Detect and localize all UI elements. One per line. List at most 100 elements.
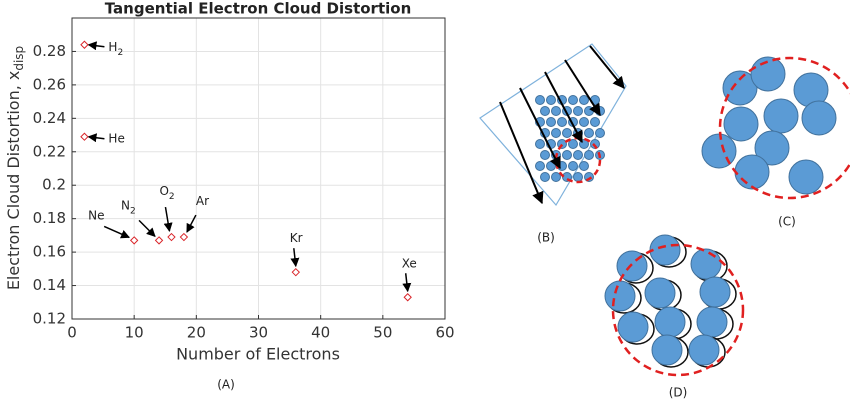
- particle: [546, 161, 556, 171]
- particle: [579, 95, 589, 105]
- particle: [654, 306, 686, 338]
- point-label: O2: [159, 184, 174, 202]
- panel-d-diagram: [604, 234, 745, 377]
- point-label: Ar: [196, 194, 209, 208]
- particle: [546, 95, 556, 105]
- point-label-text: Xe: [402, 256, 417, 270]
- particle: [604, 280, 636, 312]
- point: [179, 232, 189, 242]
- point-label-sub: 2: [117, 47, 123, 57]
- panel-b-diagram: [479, 43, 627, 207]
- panel-label: (B): [537, 231, 555, 245]
- point: [154, 236, 164, 245]
- point-label-text: N: [121, 198, 130, 212]
- point-label-text: Ne: [88, 208, 104, 222]
- chart-title: Tangential Electron Cloud Distortion: [105, 0, 412, 18]
- point: [80, 132, 89, 141]
- x-axis-label: Number of Electrons: [176, 345, 340, 364]
- x-tick-label: 40: [311, 324, 330, 342]
- particle: [535, 95, 545, 105]
- point: [167, 232, 176, 242]
- annotation-arrow: [402, 273, 412, 293]
- point: [291, 267, 301, 277]
- particle: [562, 150, 572, 160]
- y-tick-label: 0.2: [42, 176, 66, 194]
- y-axis-label-text: Electron Cloud Distortion, x: [4, 71, 23, 291]
- annotation-arrow: [103, 225, 130, 239]
- particle: [535, 161, 545, 171]
- point-label: H2: [108, 39, 123, 57]
- particle: [579, 117, 589, 127]
- particle: [699, 276, 731, 308]
- particle: [573, 172, 583, 182]
- point: [129, 236, 139, 245]
- point-label-text: He: [108, 131, 124, 145]
- particle: [540, 150, 550, 160]
- particle: [584, 128, 594, 138]
- boundary: [611, 243, 745, 377]
- x-tick-label: 60: [435, 324, 454, 342]
- x-tick-label: 50: [373, 324, 392, 342]
- annotation-arrow: [163, 206, 173, 232]
- point-label-sub: 2: [130, 206, 136, 216]
- annotation-arrow: [87, 41, 105, 51]
- particle: [540, 172, 550, 182]
- particle: [579, 161, 589, 171]
- y-tick-label: 0.28: [33, 42, 66, 60]
- panel-label: (D): [669, 386, 688, 400]
- y-tick-label: 0.18: [33, 209, 66, 227]
- point-label-text: Ar: [196, 194, 209, 208]
- panel-c-diagram: [701, 56, 850, 200]
- point: [403, 293, 412, 302]
- particle: [535, 139, 545, 149]
- particle: [651, 334, 683, 366]
- particle: [696, 306, 728, 338]
- particle: [546, 117, 556, 127]
- particle: [584, 106, 594, 116]
- annotation-arrow: [290, 248, 300, 268]
- point-label-text: Kr: [290, 231, 303, 245]
- particle: [557, 117, 567, 127]
- y-tick-label: 0.14: [33, 276, 66, 294]
- particle: [688, 334, 720, 366]
- particle: [590, 117, 600, 127]
- particle: [551, 106, 561, 116]
- y-tick-label: 0.26: [33, 75, 66, 93]
- panel-label: (A): [217, 378, 235, 392]
- particle: [584, 150, 594, 160]
- panel-label: (C): [778, 215, 796, 229]
- particle: [590, 139, 600, 149]
- particle: [595, 128, 605, 138]
- point-label: Xe: [402, 256, 417, 270]
- particle: [551, 128, 561, 138]
- point: [80, 40, 89, 49]
- particle: [573, 150, 583, 160]
- particle: [568, 95, 578, 105]
- x-tick-label: 10: [125, 324, 144, 342]
- particle: [649, 234, 681, 266]
- particle: [551, 172, 561, 182]
- annotation-arrow: [138, 219, 156, 238]
- point-label-sub: 2: [169, 192, 175, 202]
- y-tick-label: 0.24: [33, 109, 66, 127]
- point-label: Kr: [290, 231, 303, 245]
- particle: [644, 277, 676, 309]
- plot-frame: [71, 17, 446, 320]
- y-axis-label: Electron Cloud Distortion, xdisp: [4, 46, 26, 290]
- annotation-arrow: [186, 214, 197, 233]
- point-label: Ne: [88, 208, 104, 222]
- particle: [562, 128, 572, 138]
- y-tick-label: 0.12: [33, 310, 66, 328]
- particle: [573, 106, 583, 116]
- x-tick-label: 0: [67, 324, 77, 342]
- particle: [540, 106, 550, 116]
- y-tick-label: 0.22: [33, 142, 66, 160]
- x-tick-label: 30: [249, 324, 268, 342]
- particle: [690, 248, 722, 280]
- particle: [617, 311, 649, 343]
- point-label-text: H: [108, 39, 117, 53]
- point-label-text: O: [159, 184, 168, 198]
- point-label: N2: [121, 198, 136, 216]
- y-tick-label: 0.16: [33, 243, 66, 261]
